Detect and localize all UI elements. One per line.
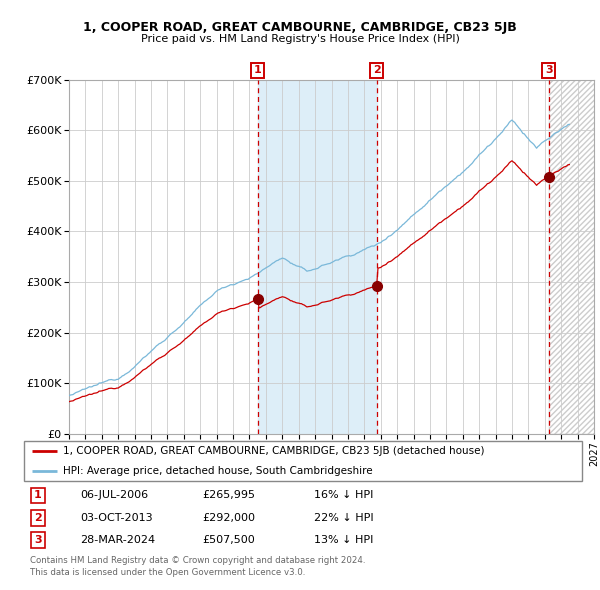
HPI: Average price, detached house, South Cambridgeshire: (2e+03, 7.52e+04): Average price, detached house, South Cam…: [65, 392, 73, 399]
Text: 1, COOPER ROAD, GREAT CAMBOURNE, CAMBRIDGE, CB23 5JB (detached house): 1, COOPER ROAD, GREAT CAMBOURNE, CAMBRID…: [63, 446, 485, 455]
1, COOPER ROAD, GREAT CAMBOURNE, CAMBRIDGE, CB23 5JB (detached house): [407, 241, 415, 248]
Text: 1, COOPER ROAD, GREAT CAMBOURNE, CAMBRIDGE, CB23 5JB: 1, COOPER ROAD, GREAT CAMBOURNE, CAMBRID…: [83, 21, 517, 34]
Text: 3: 3: [34, 535, 42, 545]
Bar: [258, 80, 377, 434]
HPI: Average price, detached house, South Cambridgeshire: (2.02e+03, 5.95e+05): Average price, detached house, South Cam…: [552, 129, 559, 136]
Bar: [549, 80, 600, 434]
Text: 13% ↓ HPI: 13% ↓ HPI: [314, 535, 374, 545]
HPI: Average price, detached house, South Cambridgeshire: (2.02e+03, 4.29e+05): Average price, detached house, South Cam…: [407, 213, 415, 220]
HPI: Average price, detached house, South Cambridgeshire: (2.01e+03, 3.23e+05): Average price, detached house, South Cam…: [307, 267, 314, 274]
Text: 28-MAR-2024: 28-MAR-2024: [80, 535, 155, 545]
Text: £292,000: £292,000: [203, 513, 256, 523]
Bar: [549, 80, 600, 434]
Text: 2: 2: [34, 513, 42, 523]
FancyBboxPatch shape: [24, 441, 582, 481]
Text: £265,995: £265,995: [203, 490, 256, 500]
Text: £507,500: £507,500: [203, 535, 256, 545]
Text: Price paid vs. HM Land Registry's House Price Index (HPI): Price paid vs. HM Land Registry's House …: [140, 34, 460, 44]
Text: 3: 3: [545, 65, 553, 76]
1, COOPER ROAD, GREAT CAMBOURNE, CAMBRIDGE, CB23 5JB (detached house): [508, 158, 515, 165]
Text: This data is licensed under the Open Government Licence v3.0.: This data is licensed under the Open Gov…: [30, 568, 305, 577]
1, COOPER ROAD, GREAT CAMBOURNE, CAMBRIDGE, CB23 5JB (detached house): [307, 303, 314, 310]
Line: HPI: Average price, detached house, South Cambridgeshire: HPI: Average price, detached house, Sout…: [69, 120, 569, 396]
HPI: Average price, detached house, South Cambridgeshire: (2.03e+03, 6.12e+05): Average price, detached house, South Cam…: [566, 121, 573, 128]
1, COOPER ROAD, GREAT CAMBOURNE, CAMBRIDGE, CB23 5JB (detached house): [566, 161, 573, 168]
1, COOPER ROAD, GREAT CAMBOURNE, CAMBRIDGE, CB23 5JB (detached house): [552, 168, 559, 175]
Text: 1: 1: [254, 65, 262, 76]
Text: 22% ↓ HPI: 22% ↓ HPI: [314, 513, 374, 523]
HPI: Average price, detached house, South Cambridgeshire: (2.02e+03, 6.2e+05): Average price, detached house, South Cam…: [508, 116, 515, 123]
Text: 03-OCT-2013: 03-OCT-2013: [80, 513, 152, 523]
HPI: Average price, detached house, South Cambridgeshire: (2e+03, 9.49e+04): Average price, detached house, South Cam…: [90, 382, 97, 389]
HPI: Average price, detached house, South Cambridgeshire: (2e+03, 8.87e+04): Average price, detached house, South Cam…: [82, 385, 89, 392]
Text: 1: 1: [34, 490, 42, 500]
Line: 1, COOPER ROAD, GREAT CAMBOURNE, CAMBRIDGE, CB23 5JB (detached house): 1, COOPER ROAD, GREAT CAMBOURNE, CAMBRID…: [69, 161, 569, 402]
Text: 16% ↓ HPI: 16% ↓ HPI: [314, 490, 374, 500]
1, COOPER ROAD, GREAT CAMBOURNE, CAMBRIDGE, CB23 5JB (detached house): [437, 219, 445, 226]
Text: 2: 2: [373, 65, 380, 76]
HPI: Average price, detached house, South Cambridgeshire: (2.02e+03, 4.8e+05): Average price, detached house, South Cam…: [437, 187, 445, 194]
Text: Contains HM Land Registry data © Crown copyright and database right 2024.: Contains HM Land Registry data © Crown c…: [30, 556, 365, 565]
Text: HPI: Average price, detached house, South Cambridgeshire: HPI: Average price, detached house, Sout…: [63, 466, 373, 476]
Text: 06-JUL-2006: 06-JUL-2006: [80, 490, 148, 500]
1, COOPER ROAD, GREAT CAMBOURNE, CAMBRIDGE, CB23 5JB (detached house): [65, 398, 73, 405]
1, COOPER ROAD, GREAT CAMBOURNE, CAMBRIDGE, CB23 5JB (detached house): [82, 392, 89, 399]
1, COOPER ROAD, GREAT CAMBOURNE, CAMBRIDGE, CB23 5JB (detached house): [90, 390, 97, 397]
